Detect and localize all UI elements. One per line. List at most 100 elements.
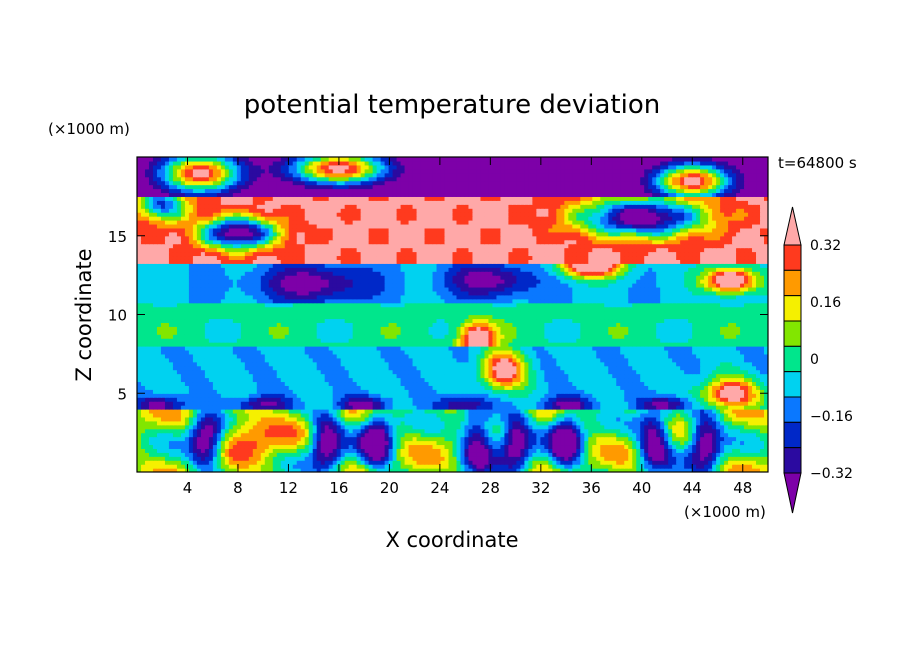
field-cell [260,373,266,379]
field-cell [664,468,669,472]
field-cell [316,357,322,363]
field-cell [384,444,390,449]
field-cell [728,412,733,418]
field-cell [288,456,294,461]
field-cell [156,361,162,367]
field-cell [440,420,446,426]
field-cell [348,448,354,453]
field-cell [344,361,350,367]
field-cell [288,436,294,442]
field-cell [576,428,581,434]
field-cell [736,365,741,371]
field-cell [396,393,402,398]
field-cell [352,369,358,375]
field-cell [672,393,677,398]
field-cell [520,393,525,398]
field-cell [664,349,669,355]
field-cell [612,420,617,426]
field-cell [288,452,294,457]
field-cell [368,365,374,371]
field-cell [496,432,502,438]
field-cell [724,353,729,359]
field-cell [308,468,314,472]
field-cell [144,357,150,363]
field-cell [372,428,378,434]
field-cell [648,365,653,371]
field-cell [524,428,529,434]
field-cell [208,444,214,449]
field-cell [340,405,346,410]
field-cell [548,381,553,386]
field-cell [668,416,673,422]
field-cell [264,416,270,422]
field-cell [548,373,553,379]
field-cell [624,436,629,442]
field-cell [628,373,633,379]
field-cell [364,393,370,398]
field-cell [588,369,593,375]
field-cell [760,365,765,371]
field-cell [536,401,541,406]
field-cell [428,416,434,422]
field-cell [436,393,442,398]
field-cell [472,448,478,453]
field-cell [288,412,294,418]
field-cell [528,452,533,457]
field-cell [264,412,270,418]
field-cell [144,393,150,398]
field-cell [576,452,581,457]
field-cell [456,357,462,363]
field-cell [304,381,310,386]
field-cell [568,416,573,422]
field-cell [632,397,637,402]
field-cell [464,456,470,461]
field-cell [352,468,358,472]
field-cell [504,346,510,351]
field-cell [664,409,669,414]
field-cell [600,416,605,422]
field-cell [660,357,665,363]
field-cell [460,448,466,453]
field-cell [480,452,486,457]
field-cell [344,369,350,375]
field-cell [572,416,577,422]
field-cell [436,424,442,430]
field-cell [420,468,426,472]
field-cell [564,373,569,379]
field-cell [748,405,753,410]
field-cell [432,416,438,422]
field-cell [656,385,661,390]
field-cell [624,385,629,390]
field-cell [516,432,521,438]
field-cell [436,346,442,351]
field-cell [432,393,438,398]
field-cell [464,448,470,453]
field-cell [540,377,545,383]
field-cell [184,456,190,461]
field-cell [572,401,577,406]
field-cell [712,349,717,355]
field-cell [636,440,641,446]
field-cell [444,369,450,375]
field-cell [160,428,166,434]
field-cell [324,428,330,434]
field-cell [480,373,486,379]
field-cell [332,440,338,446]
field-cell [756,393,761,398]
field-cell [736,357,741,363]
field-cell [432,361,438,367]
field-cell [220,385,226,390]
field-cell [192,428,198,434]
field-cell [432,365,438,371]
field-cell [184,428,190,434]
field-cell [492,456,498,461]
field-cell [728,432,733,438]
field-cell [460,444,466,449]
field-cell [752,377,757,383]
field-cell [496,428,502,434]
field-cell [220,361,226,367]
field-cell [508,420,514,426]
field-cell [428,460,434,465]
field-cell [448,420,454,426]
field-cell [204,405,210,410]
